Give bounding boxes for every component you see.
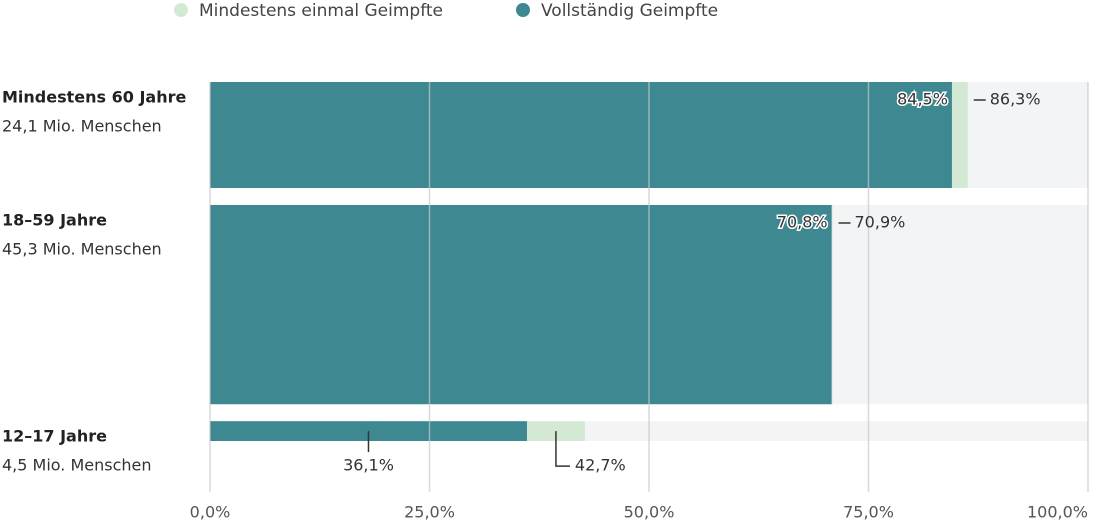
legend-label: Mindestens einmal Geimpfte: [199, 1, 443, 21]
legend-swatch: [516, 3, 530, 17]
legend-label: Vollständig Geimpfte: [541, 1, 718, 21]
bar: [210, 82, 952, 188]
bar: [210, 204, 832, 405]
value-label: 70,8%: [777, 212, 828, 231]
x-tick-label: 75,0%: [843, 503, 894, 522]
category-label: 12–17 Jahre: [2, 427, 107, 446]
value-label: 36,1%: [343, 456, 394, 475]
legend-swatch: [174, 3, 188, 17]
category-label: Mindestens 60 Jahre: [2, 88, 186, 107]
value-label: 70,9%: [855, 212, 906, 231]
category-label: 18–59 Jahre: [2, 210, 107, 229]
x-tick-label: 50,0%: [624, 503, 675, 522]
value-label: 84,5%: [897, 90, 948, 109]
population-label: 45,3 Mio. Menschen: [2, 239, 162, 258]
value-label: 86,3%: [990, 90, 1041, 109]
x-tick-label: 100,0%: [1027, 503, 1088, 522]
label-tick: [555, 431, 570, 467]
population-label: 24,1 Mio. Menschen: [2, 117, 162, 136]
population-label: 4,5 Mio. Menschen: [2, 456, 152, 475]
value-label: 42,7%: [575, 456, 626, 475]
x-tick-label: 0,0%: [190, 503, 231, 522]
x-tick-label: 25,0%: [404, 503, 455, 522]
